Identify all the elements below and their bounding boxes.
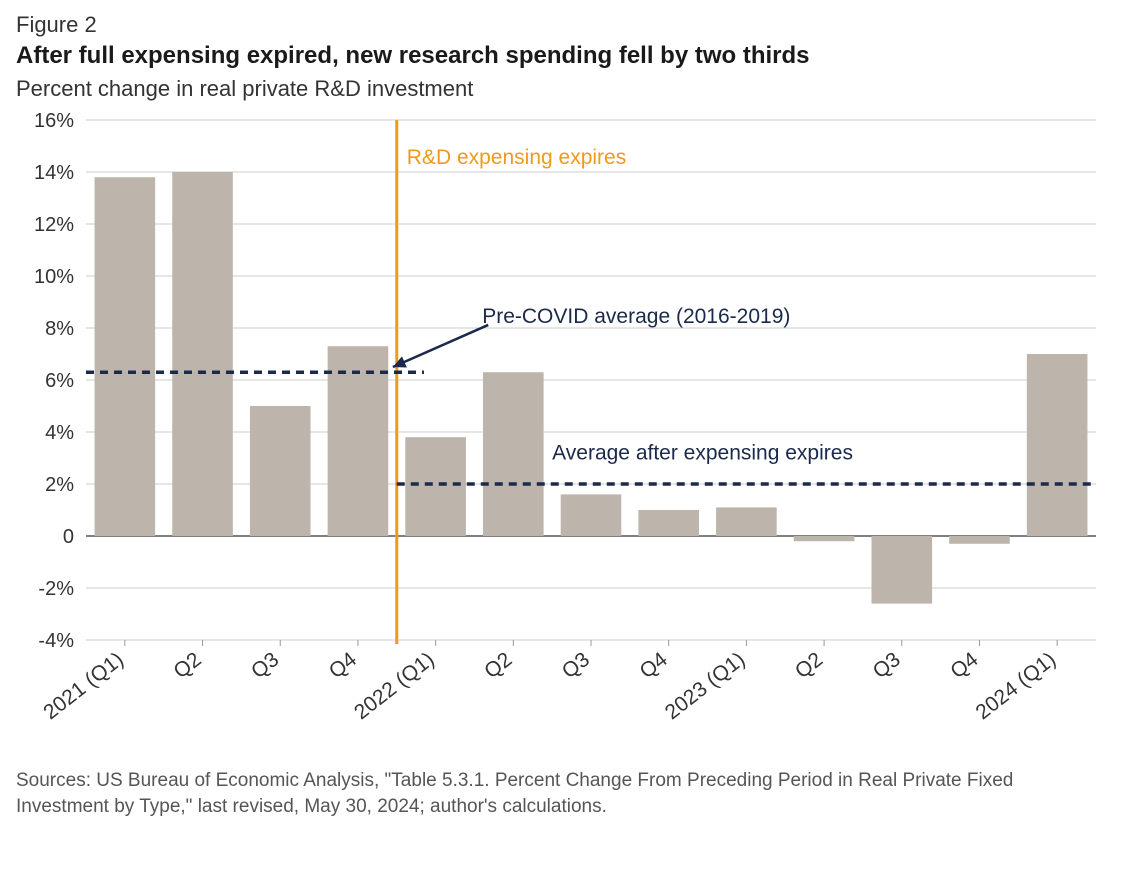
event-line-label: R&D expensing expires xyxy=(407,146,626,169)
bar xyxy=(405,437,466,536)
bar xyxy=(328,346,389,536)
x-tick-label: Q4 xyxy=(325,648,361,684)
y-tick-label: 14% xyxy=(34,162,74,184)
reference-line-label: Pre-COVID average (2016-2019) xyxy=(482,305,790,328)
bar xyxy=(1027,354,1088,536)
x-tick-label: Q2 xyxy=(480,648,516,683)
bar xyxy=(716,507,777,536)
y-tick-label: 8% xyxy=(45,318,74,340)
x-tick-label: Q2 xyxy=(791,648,827,683)
x-tick-label: Q2 xyxy=(169,648,205,683)
chart-container: -4% -2% 0 2% 4% 6% 8% 10% 12% 14% 16% 2021 (Q1) Q2 Q3… xyxy=(16,110,1106,750)
y-tick-label: 6% xyxy=(45,370,74,392)
x-tick-label: Q4 xyxy=(636,648,672,684)
bar xyxy=(949,536,1010,544)
y-tick-label: -4% xyxy=(38,630,74,652)
bar xyxy=(250,406,311,536)
bar xyxy=(794,536,855,541)
x-tick-label: 2022 (Q1) xyxy=(350,648,439,724)
y-tick-label: 4% xyxy=(45,422,74,444)
y-tick-label: 2% xyxy=(45,474,74,496)
x-tick-label: 2021 (Q1) xyxy=(39,648,128,724)
x-tick-label: 2023 (Q1) xyxy=(661,648,750,724)
bar xyxy=(561,494,622,536)
bar xyxy=(172,172,233,536)
y-tick-label: 0 xyxy=(63,526,74,548)
annotation-arrow xyxy=(393,325,488,367)
bar xyxy=(95,177,156,536)
x-tick-label: Q3 xyxy=(558,648,594,683)
y-tick-label: 10% xyxy=(34,266,74,288)
x-tick-label: Q3 xyxy=(869,648,905,683)
bar xyxy=(871,536,932,604)
sources-text: Sources: US Bureau of Economic Analysis,… xyxy=(16,768,1096,819)
reference-line-label: Average after expensing expires xyxy=(552,441,853,464)
bar-chart: -4% -2% 0 2% 4% 6% 8% 10% 12% 14% 16% 2021 (Q1) Q2 Q3… xyxy=(16,110,1106,750)
x-tick-label: 2024 (Q1) xyxy=(972,648,1061,724)
x-tick-label: Q3 xyxy=(247,648,283,683)
chart-title: After full expensing expired, new resear… xyxy=(16,42,1108,70)
chart-subtitle: Percent change in real private R&D inves… xyxy=(16,76,1108,102)
figure-label: Figure 2 xyxy=(16,12,1108,38)
bar xyxy=(638,510,699,536)
bar xyxy=(483,372,544,536)
y-tick-label: 12% xyxy=(34,214,74,236)
y-tick-label: 16% xyxy=(34,110,74,132)
y-tick-label: -2% xyxy=(38,578,74,600)
x-tick-label: Q4 xyxy=(946,648,982,684)
